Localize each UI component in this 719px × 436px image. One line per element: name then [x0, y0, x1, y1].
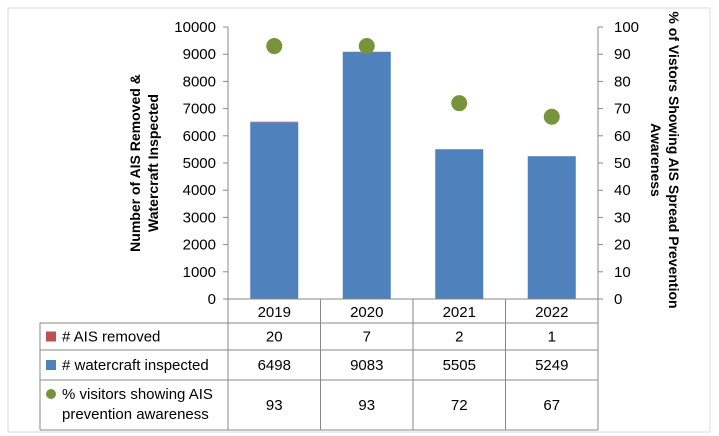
y2-tick-label: 30	[614, 209, 631, 226]
bar-watercraft-inspected-2020	[342, 51, 391, 299]
y-tick-label: 3000	[183, 209, 216, 226]
bars	[250, 51, 576, 300]
y-tick-label: 5000	[183, 155, 216, 172]
y2-tick-label: 80	[614, 73, 631, 90]
y2-tick-label: 50	[614, 155, 631, 172]
table-cell: 67	[543, 397, 560, 414]
y2-axis-title: % of Vistors Showing AIS Spread Preventi…	[648, 11, 682, 308]
x-tick-label: 2022	[535, 304, 568, 321]
y-tick-label: 4000	[183, 182, 216, 199]
table-cell: 20	[266, 329, 283, 346]
y-tick-label: 2000	[183, 237, 216, 254]
y2-tick-label: 100	[614, 19, 639, 36]
y2-tick-label: 20	[614, 237, 631, 254]
table-cell: 6498	[258, 357, 291, 374]
axes: 0100020003000400050006000700080009000100…	[174, 19, 639, 308]
legend-label-2: % visitors showing AIS prevention awarene…	[62, 386, 213, 423]
table-cell: 5505	[443, 357, 476, 374]
legend-label-1: # AIS removed	[62, 329, 160, 346]
table-cell: 72	[451, 397, 468, 414]
bar-watercraft-inspected-2022	[527, 156, 576, 299]
x-tick-label: 2020	[350, 304, 383, 321]
point-awareness-2021	[451, 95, 468, 112]
data-table: 2019 2020 2021 2022# AIS removed 20 7 2 1# wate…	[39, 299, 599, 431]
legend-key-2	[46, 389, 56, 399]
y-tick-label: 7000	[183, 101, 216, 118]
legend-label-0: # watercraft inspected	[62, 357, 209, 374]
table-cell: 1	[548, 329, 556, 346]
y2-tick-label: 70	[614, 101, 631, 118]
y-tick-label: 9000	[183, 46, 216, 63]
y2-tick-label: 10	[614, 264, 631, 281]
table-cell: 9083	[350, 357, 383, 374]
point-awareness-2020	[358, 38, 375, 55]
table-cell: 2	[455, 329, 463, 346]
y-tick-label: 8000	[183, 73, 216, 90]
y2-tick-label: 40	[614, 182, 631, 199]
y2-tick-label: 60	[614, 128, 631, 145]
chart-frame	[7, 7, 711, 433]
bar-ais-removed-2019	[250, 121, 299, 123]
points	[266, 38, 560, 125]
table-cell: 5249	[535, 357, 568, 374]
point-awareness-2022	[543, 108, 560, 125]
point-awareness-2019	[266, 38, 283, 55]
legend-key-1	[46, 331, 56, 342]
table-cell: 93	[358, 397, 375, 414]
y2-tick-label: 90	[614, 46, 631, 63]
axis-titles: Number of AIS Removed & Watercraft Inspec…	[127, 11, 682, 308]
y2-tick-label: 0	[614, 291, 622, 308]
table-cell: 93	[266, 397, 283, 414]
y-tick-label: 6000	[183, 128, 216, 145]
y-axis-title: Number of AIS Removed & Watercraft Inspec…	[127, 74, 161, 252]
y-tick-label: 10000	[174, 19, 216, 36]
bar-watercraft-inspected-2021	[435, 149, 484, 299]
bar-watercraft-inspected-2019	[250, 122, 299, 300]
y-tick-label: 1000	[183, 264, 216, 281]
legend-key-0	[46, 360, 56, 370]
table-cell: 7	[363, 329, 371, 346]
x-tick-label: 2021	[443, 304, 476, 321]
y-tick-label: 0	[208, 291, 216, 308]
x-tick-label: 2019	[258, 304, 291, 321]
